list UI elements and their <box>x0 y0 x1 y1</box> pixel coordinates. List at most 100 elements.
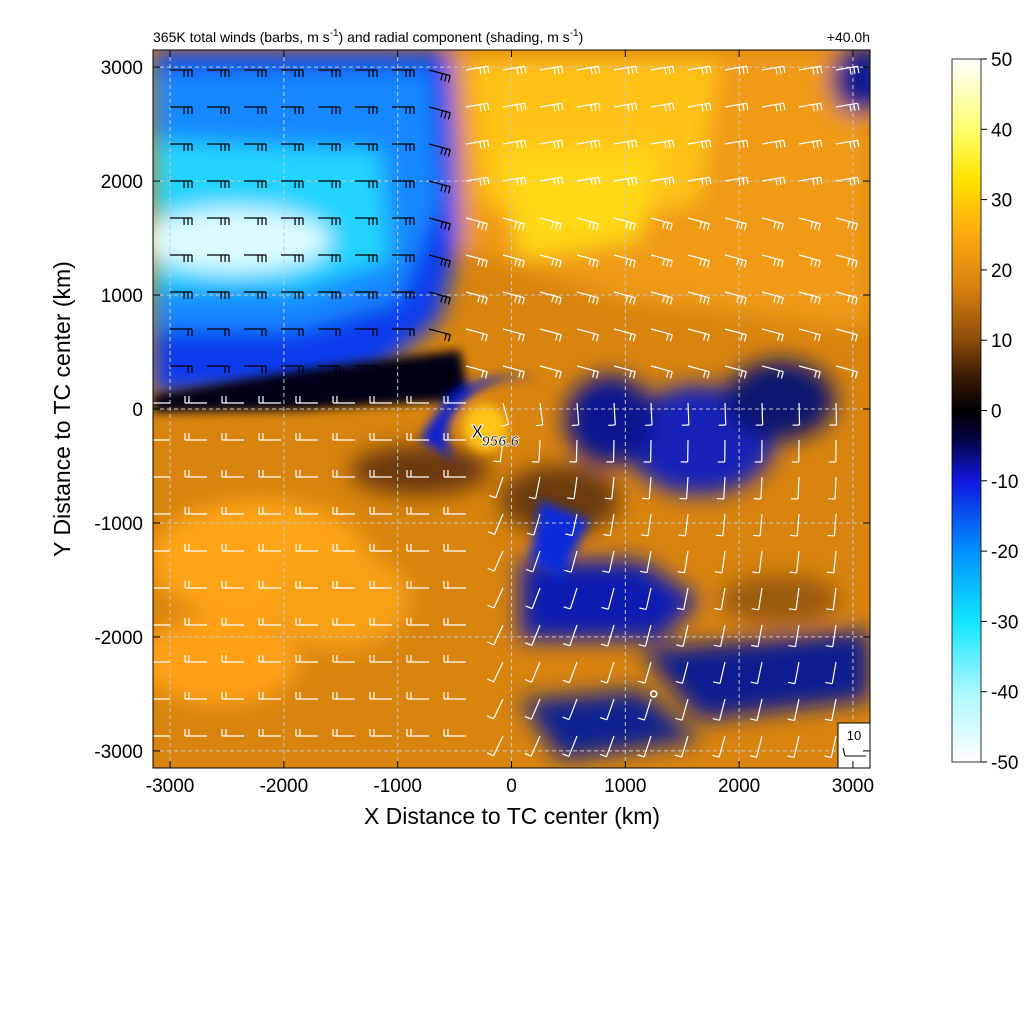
wind-barb <box>539 65 564 75</box>
wind-barb <box>369 507 392 515</box>
wind-barb <box>493 439 504 463</box>
wind-barb <box>392 180 415 188</box>
wind-barb <box>295 692 318 700</box>
wind-barb <box>677 550 689 574</box>
wind-barb <box>502 102 527 112</box>
wind-barb <box>221 396 244 404</box>
wind-barb <box>170 217 193 225</box>
wind-barb <box>355 217 378 225</box>
wind-barb <box>755 402 764 426</box>
wind-barb <box>502 217 525 231</box>
wind-barb <box>835 291 858 305</box>
wind-barb <box>355 143 378 151</box>
wind-barb <box>642 476 652 500</box>
wind-barb <box>406 507 429 515</box>
wind-barb <box>153 735 170 737</box>
wind-barb <box>613 217 636 231</box>
wind-barb <box>835 102 860 112</box>
wind-barb <box>639 587 652 611</box>
wind-barb <box>675 661 689 684</box>
wind-barb <box>184 544 207 552</box>
wind-barb <box>244 291 267 299</box>
wind-barb <box>207 291 230 299</box>
wind-barb <box>207 143 230 151</box>
wind-barb <box>332 396 355 404</box>
wind-barb <box>221 655 244 663</box>
wind-barb <box>465 217 488 231</box>
wind-barb <box>576 176 601 186</box>
wind-barb <box>355 254 378 262</box>
wind-barb <box>753 476 763 500</box>
wind-barb <box>724 291 747 305</box>
wind-barb <box>369 692 392 700</box>
wind-barb <box>295 729 318 737</box>
wind-barb <box>502 254 525 268</box>
colorbar-tick-label: -40 <box>991 683 1018 704</box>
wind-barb <box>824 698 837 722</box>
wind-barb <box>687 139 712 149</box>
wind-barb <box>392 365 415 373</box>
wind-barb <box>525 550 541 573</box>
wind-barb <box>443 692 466 700</box>
wind-barb <box>318 328 341 336</box>
wind-barb <box>713 661 726 685</box>
wind-barbs <box>153 65 860 759</box>
wind-barb <box>613 176 638 186</box>
wind-barb <box>754 439 763 463</box>
wind-barb <box>170 180 193 188</box>
wind-barb <box>562 735 578 757</box>
wind-barb <box>825 624 837 648</box>
wind-barb <box>281 143 304 151</box>
colorbar-tick-label: -10 <box>991 472 1018 493</box>
wind-barb <box>798 254 821 268</box>
wind-barb <box>281 365 304 373</box>
wind-barb <box>318 217 341 225</box>
wind-barb <box>531 439 541 463</box>
wind-barb <box>244 143 267 151</box>
wind-barb <box>650 176 675 186</box>
colorbar-tick-label: 40 <box>991 120 1012 141</box>
wind-barb <box>539 176 564 186</box>
wind-barb <box>788 587 800 611</box>
wind-barb <box>465 328 488 342</box>
wind-barb <box>761 365 784 379</box>
x-tick-label: 0 <box>506 776 517 797</box>
wind-barb <box>790 513 800 537</box>
wind-barb <box>713 624 726 648</box>
wind-barb <box>576 254 599 268</box>
wind-barb <box>714 550 726 574</box>
wind-barb <box>502 65 527 75</box>
wind-barb <box>221 433 244 441</box>
wind-barb <box>539 291 562 305</box>
wind-barb <box>827 513 837 537</box>
wind-barb <box>295 655 318 663</box>
tc-center-marker: X 956.6 <box>471 421 520 450</box>
wind-barb <box>318 180 341 188</box>
wind-barb <box>604 476 615 500</box>
wind-barb <box>639 550 652 574</box>
wind-barb <box>488 476 504 499</box>
wind-barb <box>828 439 837 463</box>
wind-barb <box>244 365 267 373</box>
wind-barb <box>318 106 341 114</box>
wind-barb <box>787 735 800 759</box>
wind-barb <box>650 254 673 268</box>
wind-barb <box>539 365 562 379</box>
wind-barb <box>524 661 541 683</box>
wind-barb <box>406 655 429 663</box>
wind-barb <box>369 470 392 478</box>
wind-barb <box>258 581 281 589</box>
wind-barb <box>487 624 504 646</box>
wind-barb <box>563 587 578 610</box>
wind-barb <box>244 254 267 262</box>
wind-barb <box>535 402 544 427</box>
wind-barb <box>724 328 747 342</box>
wind-barb <box>751 587 763 611</box>
y-tick-label: 0 <box>132 400 143 421</box>
wind-barb <box>244 106 267 114</box>
wind-barb <box>678 513 689 537</box>
wind-barb <box>788 624 800 648</box>
wind-barb <box>258 692 281 700</box>
wind-barb <box>355 106 378 114</box>
wind-barb <box>576 102 601 112</box>
